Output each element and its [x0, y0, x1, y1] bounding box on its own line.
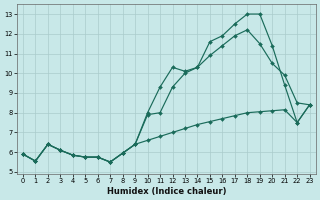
- X-axis label: Humidex (Indice chaleur): Humidex (Indice chaleur): [107, 187, 226, 196]
